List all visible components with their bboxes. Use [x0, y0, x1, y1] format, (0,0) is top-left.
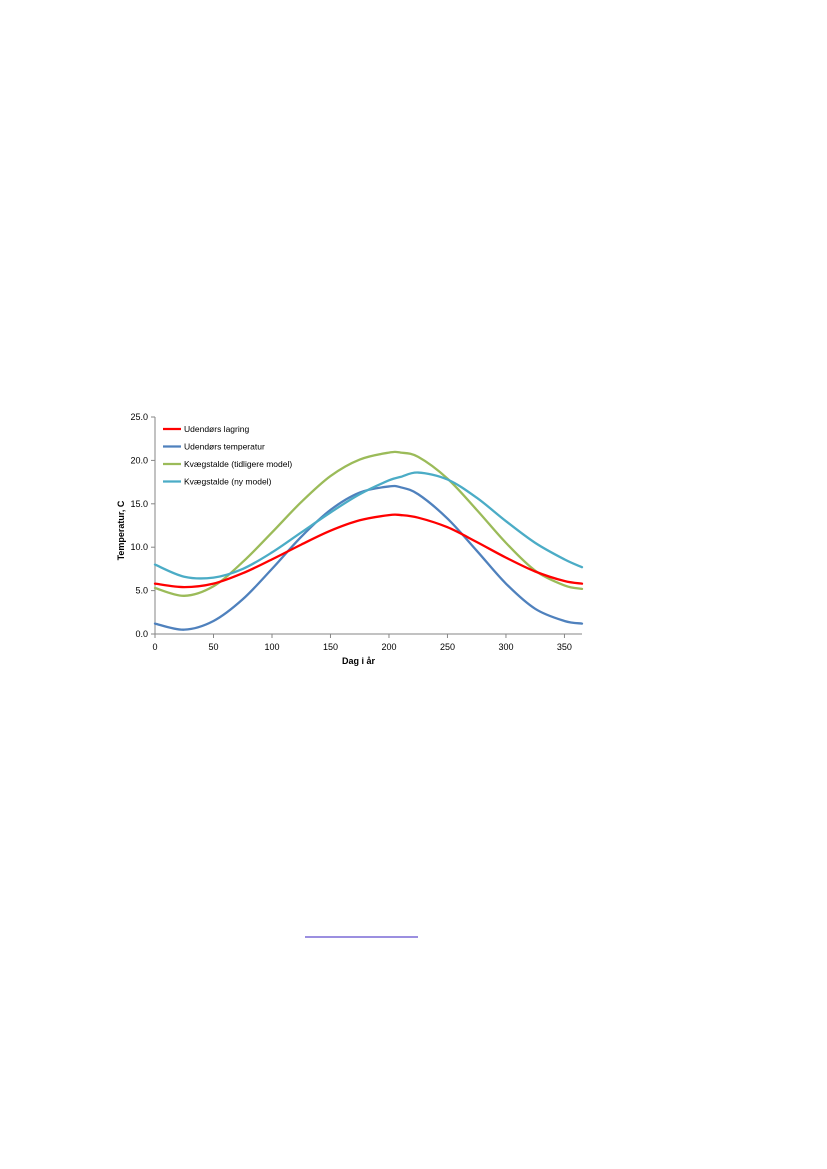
temperature-line-chart: 0.0 5.0 10.0 15.0 20.0 25.0 0 50 100 150 200 250 300…: [100, 405, 600, 685]
link-underline: [305, 936, 418, 938]
y-tick-label: 25.0: [130, 412, 148, 422]
x-axis-title: Dag i år: [342, 656, 376, 666]
x-tick-label: 100: [264, 642, 279, 652]
y-tick-label: 0.0: [135, 629, 148, 639]
x-tick-label: 300: [498, 642, 513, 652]
x-tick-label: 200: [381, 642, 396, 652]
y-tick-label: 20.0: [130, 455, 148, 465]
y-tick-label: 5.0: [135, 586, 148, 596]
legend-label: Udendørs lagring: [184, 424, 249, 434]
series-line-kvægstalde-ny-model: [153, 471, 584, 580]
y-tick-label: 10.0: [130, 542, 148, 552]
series-line-udendørs-lagring: [153, 513, 584, 589]
x-tick-label: 50: [208, 642, 218, 652]
x-tick-label: 250: [440, 642, 455, 652]
x-tick-label: 150: [323, 642, 338, 652]
y-axis-title: Temperatur, C: [116, 500, 126, 560]
legend-label: Kvægstalde (ny model): [184, 477, 272, 487]
x-tick-label: 0: [152, 642, 157, 652]
series-line-udendørs-temperatur: [153, 484, 584, 631]
x-tick-label: 350: [557, 642, 572, 652]
legend-label: Kvægstalde (tidligere model): [184, 459, 292, 469]
y-tick-label: 15.0: [130, 499, 148, 509]
chart-canvas: 0.0 5.0 10.0 15.0 20.0 25.0 0 50 100 150 200 250 300…: [116, 412, 584, 666]
series-line-kvægstalde-tidligere-model: [153, 450, 584, 597]
legend-label: Udendørs temperatur: [184, 442, 265, 452]
